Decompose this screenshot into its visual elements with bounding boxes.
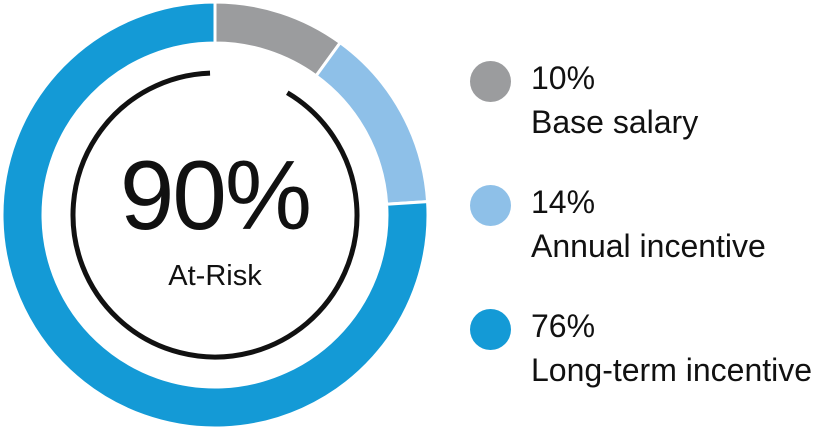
legend-dot-long-term-incentive <box>470 309 511 350</box>
legend-dot-base-salary <box>470 61 511 102</box>
donut-chart <box>0 0 430 430</box>
legend-dot-annual-incentive <box>470 185 511 226</box>
legend-label-long-term-incentive: Long-term incentive <box>531 352 813 388</box>
legend-item-base-salary: 10% Base salary <box>470 58 830 182</box>
legend: 10% Base salary 14% Annual incentive 76%… <box>470 58 830 430</box>
slice-base-salary <box>213 0 343 78</box>
legend-value-annual-incentive: 14% <box>531 184 596 220</box>
center-label: At-Risk <box>168 260 262 292</box>
legend-item-long-term-incentive: 76% Long-term incentive <box>470 306 830 430</box>
center-percentage: 90% <box>119 140 312 250</box>
donut-slices <box>0 0 430 430</box>
at-risk-arc <box>70 70 360 360</box>
legend-value-long-term-incentive: 76% <box>531 308 596 344</box>
legend-value-base-salary: 10% <box>531 60 596 96</box>
slice-long-term-incentive <box>0 0 430 430</box>
legend-label-annual-incentive: Annual incentive <box>531 228 766 264</box>
legend-label-base-salary: Base salary <box>531 104 699 140</box>
legend-item-annual-incentive: 14% Annual incentive <box>470 182 830 306</box>
